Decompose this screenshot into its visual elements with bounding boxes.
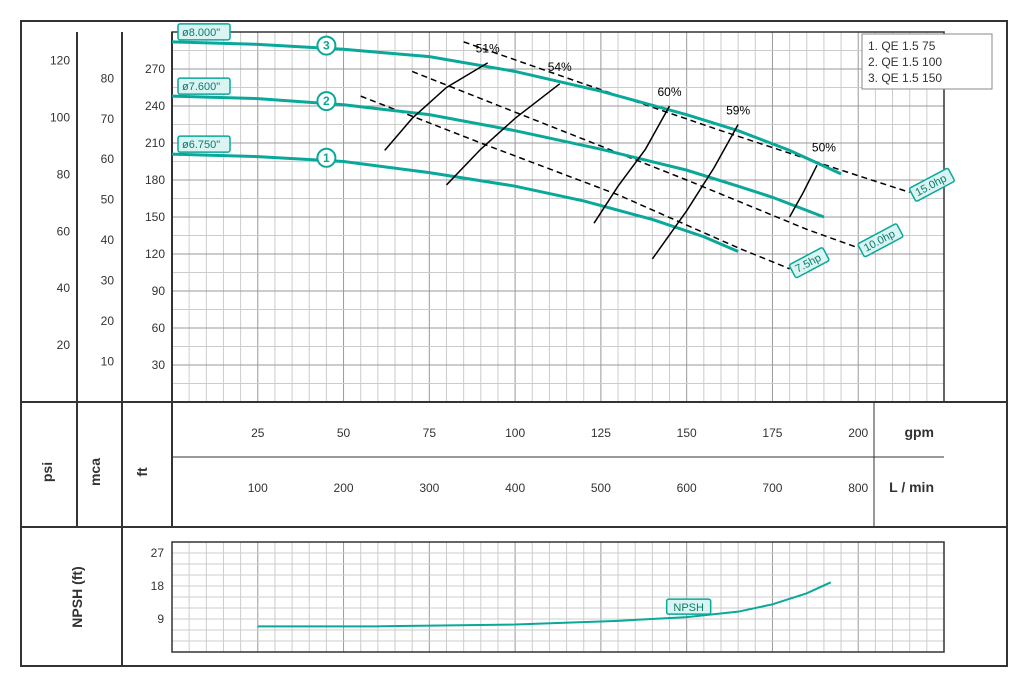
npsh-y-tick: 27: [151, 546, 165, 560]
y-mca-tick: 40: [101, 233, 115, 247]
x-gpm-tick: 50: [337, 426, 351, 440]
y-mca-tick: 50: [101, 193, 115, 207]
y-ft-tick: 180: [145, 173, 165, 187]
psi-label: psi: [39, 462, 55, 482]
y-ft-tick: 240: [145, 99, 165, 113]
impeller-curve: [172, 154, 738, 251]
y-mca-tick: 10: [101, 355, 115, 369]
y-ft-tick: 210: [145, 136, 165, 150]
legend-item: 3. QE 1.5 150: [868, 71, 942, 85]
efficiency-label: 60%: [657, 85, 681, 99]
x-gpm-tick: 175: [762, 426, 782, 440]
x-gpm-tick: 200: [848, 426, 868, 440]
chart-svg: 3060901201501802102402701020304050607080…: [22, 22, 1006, 665]
y-mca-tick: 60: [101, 152, 115, 166]
npsh-curve-label: NPSH: [673, 602, 704, 614]
y-mca-tick: 30: [101, 274, 115, 288]
npsh-y-tick: 18: [151, 579, 165, 593]
y-ft-tick: 60: [152, 321, 166, 335]
y-mca-tick: 70: [101, 112, 115, 126]
impeller-tag: ø6.750": [182, 139, 220, 151]
efficiency-curve: [385, 63, 488, 151]
mca-label: mca: [87, 458, 103, 486]
y-ft-tick: 30: [152, 358, 166, 372]
y-ft-tick: 120: [145, 247, 165, 261]
x-gpm-tick: 75: [423, 426, 437, 440]
y-psi-tick: 120: [50, 54, 70, 68]
x-lmin-tick: 600: [677, 481, 697, 495]
npsh-y-tick: 9: [157, 612, 164, 626]
y-ft-tick: 90: [152, 284, 166, 298]
x-gpm-tick: 100: [505, 426, 525, 440]
efficiency-label: 59%: [726, 103, 750, 117]
efficiency-curve: [652, 125, 738, 259]
y-ft-tick: 270: [145, 62, 165, 76]
impeller-badge: 2: [323, 94, 330, 108]
x-lmin-tick: 400: [505, 481, 525, 495]
impeller-badge: 1: [323, 151, 330, 165]
npsh-axis-label: NPSH (ft): [69, 566, 85, 627]
impeller-tag: ø7.600": [182, 81, 220, 93]
y-mca-tick: 80: [101, 71, 115, 85]
efficiency-label: 50%: [812, 140, 836, 154]
efficiency-label: 54%: [548, 60, 572, 74]
y-psi-tick: 20: [57, 338, 71, 352]
x-lmin-tick: 700: [762, 481, 782, 495]
y-ft-tick: 150: [145, 210, 165, 224]
gpm-label: gpm: [904, 424, 934, 440]
x-lmin-tick: 100: [248, 481, 268, 495]
legend-item: 1. QE 1.5 75: [868, 39, 936, 53]
x-lmin-tick: 500: [591, 481, 611, 495]
npsh-grid: [172, 542, 944, 652]
y-psi-tick: 40: [57, 281, 71, 295]
efficiency-label: 51%: [476, 42, 500, 56]
x-lmin-tick: 200: [334, 481, 354, 495]
x-lmin-tick: 800: [848, 481, 868, 495]
y-psi-tick: 60: [57, 224, 71, 238]
impeller-badge: 3: [323, 39, 330, 53]
y-mca-tick: 20: [101, 314, 115, 328]
ft-label: ft: [134, 467, 150, 477]
x-gpm-tick: 125: [591, 426, 611, 440]
main-grid: [172, 32, 944, 402]
x-gpm-tick: 25: [251, 426, 265, 440]
lmin-label: L / min: [889, 479, 934, 495]
impeller-tag: ø8.000": [182, 27, 220, 39]
legend-item: 2. QE 1.5 100: [868, 55, 942, 69]
y-psi-tick: 80: [57, 167, 71, 181]
x-lmin-tick: 300: [419, 481, 439, 495]
y-psi-tick: 100: [50, 110, 70, 124]
x-gpm-tick: 150: [677, 426, 697, 440]
pump-curve-chart: 3060901201501802102402701020304050607080…: [20, 20, 1008, 667]
